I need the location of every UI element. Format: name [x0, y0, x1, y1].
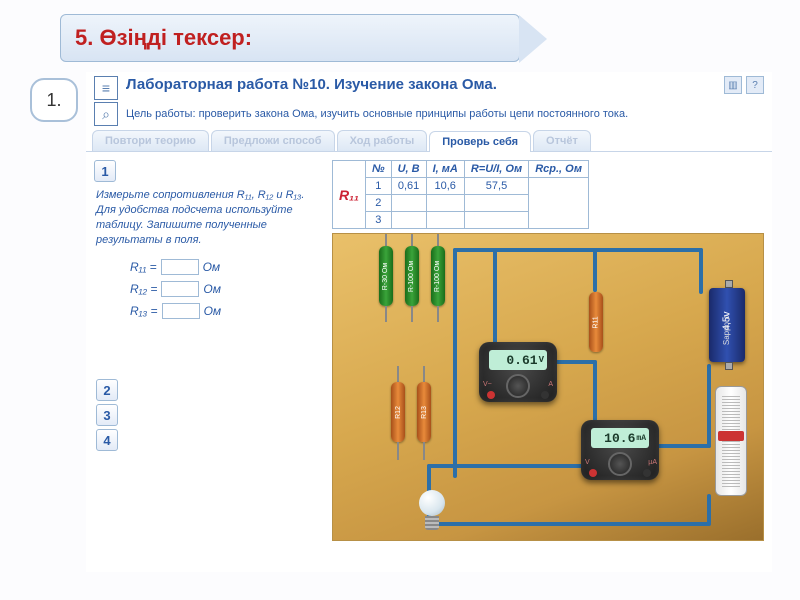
tabs: Повтори теорию Предложи способ Ход работ…	[86, 130, 772, 152]
right-column: R₁₁ № U, В I, мА R=U/I, Ом Rср., Ом 1 0,…	[332, 160, 764, 541]
circuit-diagram[interactable]: R-30 Ом R-100 Ом R-100 Ом R12 R13 R11	[332, 233, 764, 541]
lead	[411, 306, 413, 322]
resistor-green[interactable]: R-30 Ом	[379, 246, 393, 306]
r13-unit: Ом	[204, 304, 222, 318]
header-btn-2[interactable]: ?	[746, 76, 764, 94]
r13-input[interactable]	[162, 303, 200, 319]
wire	[699, 248, 703, 294]
voltmeter-term-pos[interactable]	[487, 391, 495, 399]
r11-label: R₁₁ =	[130, 260, 157, 274]
bulb[interactable]	[419, 490, 445, 530]
voltmeter-screen: 0.61V	[489, 350, 547, 370]
tab-report[interactable]: Отчёт	[533, 130, 591, 151]
ammeter-screen: 10.6mA	[591, 428, 649, 448]
wire	[427, 522, 711, 526]
col-r: R=U/I, Ом	[464, 161, 528, 178]
rheostat[interactable]	[715, 386, 747, 496]
voltmeter-dial[interactable]	[506, 374, 530, 398]
resistor-green[interactable]: R-100 Ом	[405, 246, 419, 306]
voltmeter[interactable]: 0.61V V~ A	[479, 342, 557, 402]
lead	[423, 442, 425, 460]
banner-title: 5. Өзіңді тексер:	[75, 25, 252, 51]
side-btn-2[interactable]: 2	[96, 379, 118, 401]
side-btn-4[interactable]: 4	[96, 429, 118, 451]
tab-check[interactable]: Проверь себя	[429, 131, 531, 152]
r11-input[interactable]	[161, 259, 199, 275]
resistor-r13[interactable]: R13	[417, 382, 431, 442]
r12-row: R₁₂ = Ом	[130, 281, 324, 297]
r13-label: R₁₃ =	[130, 304, 158, 318]
bulb-base	[425, 516, 439, 530]
battery-term-bot[interactable]	[725, 362, 733, 370]
lead	[385, 306, 387, 322]
lab-title: Лабораторная работа №10. Изучение закона…	[126, 76, 497, 93]
ammeter[interactable]: 10.6mA V µA	[581, 420, 659, 480]
resistor-r11[interactable]: R11	[589, 292, 603, 352]
wire	[707, 494, 711, 524]
resistor-green[interactable]: R-100 Ом	[431, 246, 445, 306]
lead	[397, 442, 399, 460]
resistor-r12[interactable]: R12	[391, 382, 405, 442]
wire	[707, 364, 711, 448]
wire	[655, 444, 711, 448]
left-column: 1 Измерьте сопротивления R₁₁, R₁₂ и R₁₃.…	[94, 160, 324, 541]
measurement-table: R₁₁ № U, В I, мА R=U/I, Ом Rср., Ом 1 0,…	[332, 160, 589, 229]
r11-row: R₁₁ = Ом	[130, 259, 324, 275]
wire	[493, 248, 497, 346]
tab-process[interactable]: Ход работы	[337, 130, 428, 151]
tab-method[interactable]: Предложи способ	[211, 130, 335, 151]
lab-panel: ≡ Лабораторная работа №10. Изучение зако…	[86, 72, 772, 572]
side-nav-buttons: 2 3 4	[96, 379, 324, 451]
col-ravg: Rср., Ом	[529, 161, 589, 178]
task-number: 1	[94, 160, 116, 182]
step-label: 1.	[46, 90, 61, 111]
battery[interactable]: 4,5v Sapporo	[709, 288, 745, 362]
r12-unit: Ом	[203, 282, 221, 296]
wire	[593, 248, 597, 292]
header-buttons: ▥ ?	[724, 76, 764, 94]
side-btn-3[interactable]: 3	[96, 404, 118, 426]
battery-term-top[interactable]	[725, 280, 733, 288]
header-btn-1[interactable]: ▥	[724, 76, 742, 94]
wire	[453, 248, 703, 252]
ammeter-term-neg[interactable]	[643, 469, 651, 477]
r13-row: R₁₃ = Ом	[130, 303, 324, 319]
col-num: №	[365, 161, 391, 178]
table-row-label: R₁₁	[333, 161, 366, 229]
lab-goal: Цель работы: проверить закона Ома, изучи…	[126, 108, 628, 120]
lab-header: ≡ Лабораторная работа №10. Изучение зако…	[86, 72, 772, 102]
voltmeter-term-neg[interactable]	[541, 391, 549, 399]
r12-input[interactable]	[161, 281, 199, 297]
tab-theory[interactable]: Повтори теорию	[92, 130, 209, 151]
ammeter-dial[interactable]	[608, 452, 632, 476]
battery-brand: Sapporo	[723, 315, 731, 345]
r11-unit: Ом	[203, 260, 221, 274]
section-banner: 5. Өзіңді тексер:	[60, 14, 520, 62]
step-bubble: 1.	[30, 78, 78, 122]
lead	[437, 306, 439, 322]
r12-label: R₁₂ =	[130, 282, 157, 296]
ammeter-term-pos[interactable]	[589, 469, 597, 477]
bulb-glass	[419, 490, 445, 516]
col-u: U, В	[391, 161, 426, 178]
wire	[593, 360, 597, 424]
lab-body: 1 Измерьте сопротивления R₁₁, R₁₂ и R₁₃.…	[86, 152, 772, 549]
rheostat-slider[interactable]	[718, 431, 744, 441]
goal-icon: ⌕	[94, 102, 118, 126]
lab-goal-row: ⌕ Цель работы: проверить закона Ома, изу…	[86, 102, 772, 130]
table-row: 1 0,61 10,6 57,5	[333, 178, 589, 195]
wire	[453, 248, 457, 478]
instruction-text: Измерьте сопротивления R₁₁, R₁₂ и R₁₃. Д…	[96, 188, 324, 247]
col-i: I, мА	[426, 161, 464, 178]
table-header-row: R₁₁ № U, В I, мА R=U/I, Ом Rср., Ом	[333, 161, 589, 178]
lab-icon: ≡	[94, 76, 118, 100]
